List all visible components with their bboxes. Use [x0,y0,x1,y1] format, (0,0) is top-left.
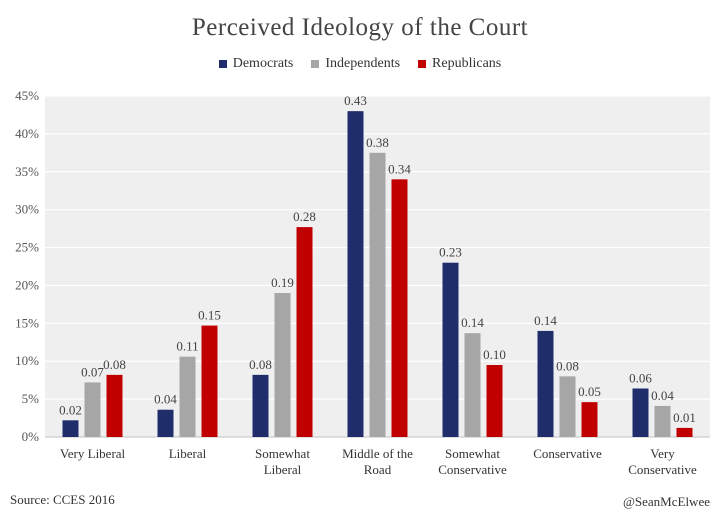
data-label: 0.14 [534,313,557,328]
bar [296,227,313,437]
bar [581,402,598,437]
x-tick-label: Somewhat [445,446,500,461]
bar [654,405,671,437]
bar [676,427,693,437]
x-tick-label: Conservative [438,462,507,477]
data-label: 0.04 [154,392,177,407]
data-label: 0.06 [629,371,652,386]
source-note: Source: CCES 2016 [10,492,115,507]
legend-item: Republicans [418,56,501,72]
y-tick-label: 0% [22,429,40,444]
bar [347,111,364,438]
legend-swatch [311,60,320,68]
x-tick-label: Middle of the [342,446,413,461]
x-tick-label: Road [364,462,392,477]
data-label: 0.01 [673,410,696,425]
y-tick-label: 10% [15,353,39,368]
bar [274,293,291,437]
data-label: 0.28 [293,209,316,224]
bar [84,382,101,437]
data-label: 0.19 [271,275,294,290]
data-label: 0.08 [556,358,579,373]
data-label: 0.10 [483,347,506,362]
x-tick-label: Somewhat [255,446,310,461]
data-label: 0.07 [81,364,104,379]
bar [179,356,196,437]
chart-legend: Democrats Independents Republicans [0,56,720,72]
y-tick-label: 35% [15,164,39,179]
legend-item: Democrats [218,56,294,72]
bar [369,152,386,438]
data-label: 0.05 [578,384,601,399]
y-tick-label: 5% [22,391,40,406]
y-tick-label: 15% [15,315,39,330]
bar [106,374,123,437]
data-label: 0.15 [198,308,221,323]
data-label: 0.23 [439,245,462,260]
bar [464,333,481,437]
y-tick-label: 30% [15,202,39,217]
bar [537,330,554,437]
data-label: 0.08 [103,357,126,372]
bar [252,374,269,437]
x-tick-label: Very [650,446,675,461]
bar [442,262,459,437]
bar [559,376,576,437]
data-label: 0.08 [249,357,272,372]
legend-swatch [218,60,227,68]
data-label: 0.04 [651,388,674,403]
x-tick-label: Conservative [628,462,697,477]
x-tick-label: Conservative [533,446,602,461]
bar [157,409,174,437]
x-tick-label: Liberal [169,446,207,461]
y-tick-label: 45% [15,88,39,103]
data-label: 0.38 [366,135,389,150]
author-handle: @SeanMcElwee [622,494,710,509]
legend-item: Independents [311,56,400,72]
legend-swatch [418,60,427,68]
legend-label: Independents [325,56,401,71]
data-label: 0.43 [344,93,367,108]
data-label: 0.02 [59,402,82,417]
y-tick-label: 20% [15,277,39,292]
bar [201,325,218,437]
bar [632,388,649,437]
y-tick-label: 40% [15,126,39,141]
data-label: 0.34 [388,161,411,176]
x-tick-label: Liberal [264,462,302,477]
chart-title: Perceived Ideology of the Court [191,14,529,41]
data-label: 0.11 [176,339,198,354]
bar [486,365,503,437]
legend-label: Republicans [432,56,502,71]
x-tick-label: Very Liberal [60,446,126,461]
bar [391,179,408,437]
legend-label: Democrats [232,56,294,71]
y-tick-label: 25% [15,240,39,255]
data-label: 0.14 [461,315,484,330]
bar [62,420,79,437]
